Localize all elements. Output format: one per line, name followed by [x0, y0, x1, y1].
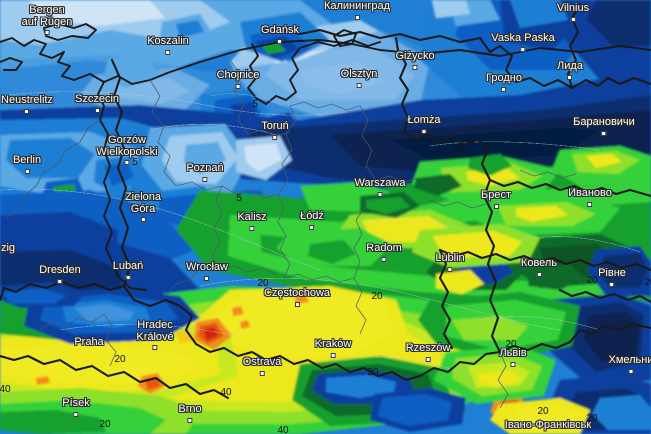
precipitation-raster-layer	[0, 0, 651, 434]
precipitation-map[interactable]: Bergen auf Rügen Koszalin Gdańsk Калининград…	[0, 0, 651, 434]
